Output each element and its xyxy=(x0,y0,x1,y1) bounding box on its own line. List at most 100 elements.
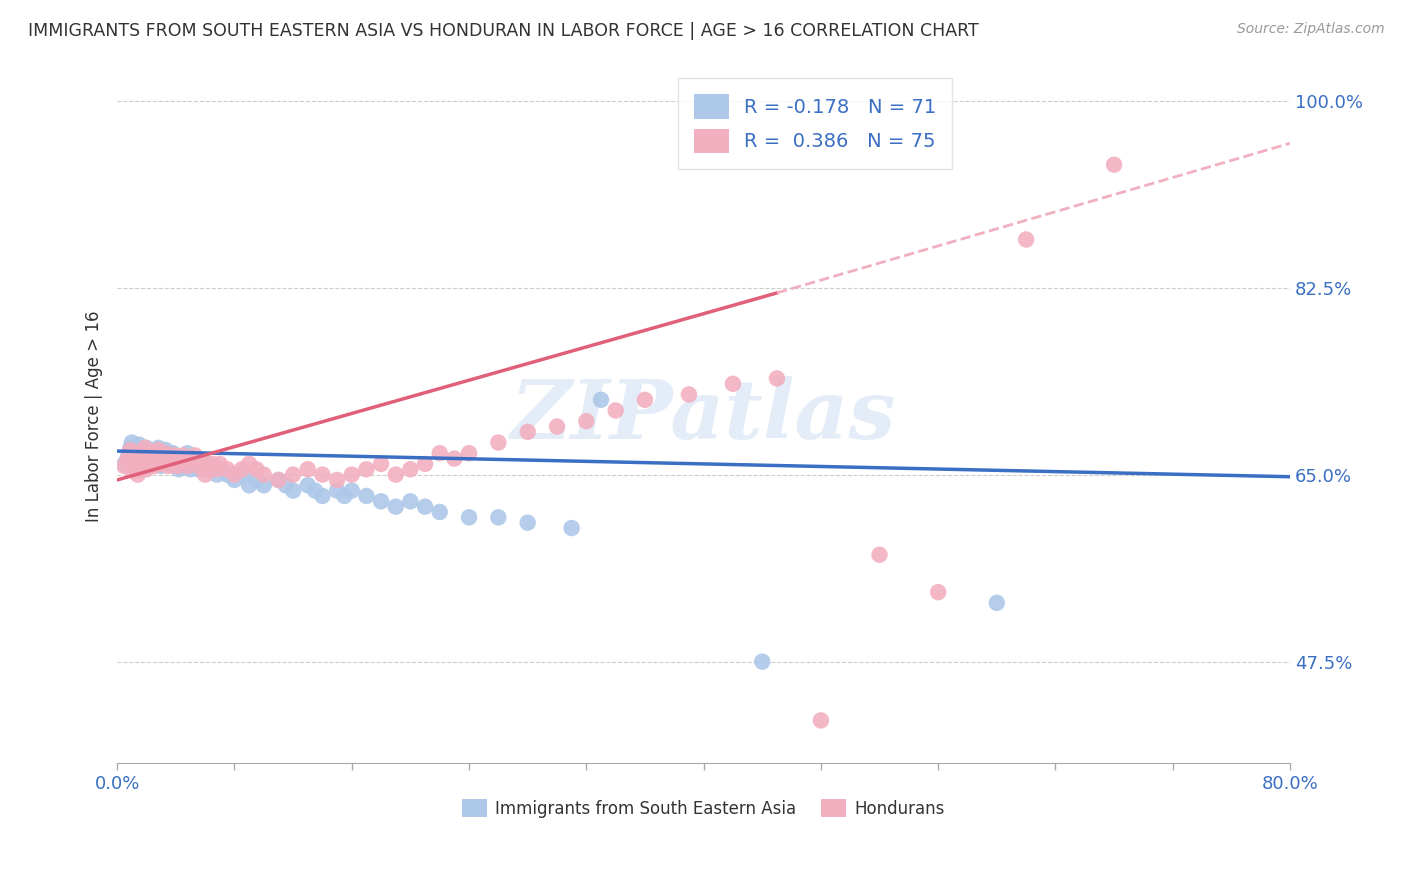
Point xyxy=(118,448,141,462)
Point xyxy=(179,462,201,476)
Point xyxy=(163,448,186,462)
Point xyxy=(340,483,363,498)
Point xyxy=(165,457,187,471)
Point xyxy=(166,458,188,473)
Point xyxy=(179,453,201,467)
Point xyxy=(150,457,173,471)
Point xyxy=(198,462,221,476)
Point xyxy=(160,451,183,466)
Point xyxy=(311,489,333,503)
Point xyxy=(516,425,538,439)
Point xyxy=(131,457,153,471)
Point xyxy=(142,458,165,473)
Point xyxy=(766,371,789,385)
Point xyxy=(267,473,290,487)
Point xyxy=(458,446,481,460)
Point xyxy=(155,443,177,458)
Point xyxy=(117,451,139,466)
Point xyxy=(605,403,627,417)
Point xyxy=(128,438,150,452)
Point xyxy=(201,462,224,476)
Point xyxy=(132,451,155,466)
Point xyxy=(128,462,150,476)
Point xyxy=(238,457,260,471)
Point xyxy=(340,467,363,482)
Point xyxy=(118,446,141,460)
Point xyxy=(187,462,209,476)
Point xyxy=(486,510,509,524)
Point xyxy=(399,462,422,476)
Point xyxy=(129,457,152,471)
Point xyxy=(176,446,198,460)
Point xyxy=(516,516,538,530)
Point xyxy=(152,451,174,466)
Point xyxy=(125,446,148,460)
Point xyxy=(184,448,207,462)
Point xyxy=(986,596,1008,610)
Point xyxy=(869,548,891,562)
Point xyxy=(281,483,304,498)
Point xyxy=(205,462,228,476)
Point xyxy=(146,448,169,462)
Point xyxy=(120,443,142,458)
Point xyxy=(281,467,304,482)
Point xyxy=(810,714,832,728)
Point xyxy=(148,443,170,458)
Point xyxy=(191,453,214,467)
Point xyxy=(132,446,155,460)
Point xyxy=(138,451,160,466)
Point xyxy=(326,473,349,487)
Point xyxy=(121,435,143,450)
Point xyxy=(429,505,451,519)
Point xyxy=(152,453,174,467)
Point xyxy=(117,453,139,467)
Text: Source: ZipAtlas.com: Source: ZipAtlas.com xyxy=(1237,22,1385,37)
Point xyxy=(157,457,180,471)
Point xyxy=(429,446,451,460)
Point xyxy=(208,462,231,476)
Point xyxy=(139,446,162,460)
Point xyxy=(356,462,378,476)
Point xyxy=(224,473,246,487)
Point xyxy=(155,446,177,460)
Point xyxy=(114,458,136,473)
Point xyxy=(170,457,193,471)
Point xyxy=(304,483,326,498)
Point xyxy=(443,451,465,466)
Text: ZIPatlas: ZIPatlas xyxy=(510,376,897,456)
Point xyxy=(245,473,267,487)
Point xyxy=(486,435,509,450)
Point xyxy=(253,478,276,492)
Point xyxy=(413,457,436,471)
Point xyxy=(162,446,184,460)
Point xyxy=(120,441,142,455)
Point xyxy=(143,451,166,466)
Point xyxy=(135,462,157,476)
Point xyxy=(231,462,253,476)
Point xyxy=(122,457,145,471)
Point xyxy=(121,462,143,476)
Point xyxy=(267,473,290,487)
Point xyxy=(198,457,221,471)
Point xyxy=(135,441,157,455)
Point xyxy=(148,441,170,455)
Point xyxy=(326,483,349,498)
Point xyxy=(333,489,356,503)
Point xyxy=(1015,232,1038,246)
Point xyxy=(589,392,612,407)
Point xyxy=(172,448,194,462)
Point xyxy=(176,458,198,473)
Point xyxy=(217,467,239,482)
Point xyxy=(217,462,239,476)
Point xyxy=(311,467,333,482)
Point xyxy=(127,467,149,482)
Point xyxy=(1102,158,1125,172)
Point xyxy=(561,521,583,535)
Point xyxy=(546,419,568,434)
Point xyxy=(167,462,190,476)
Point xyxy=(139,448,162,462)
Point xyxy=(297,478,319,492)
Point xyxy=(194,467,217,482)
Point xyxy=(194,462,217,476)
Point xyxy=(384,500,406,514)
